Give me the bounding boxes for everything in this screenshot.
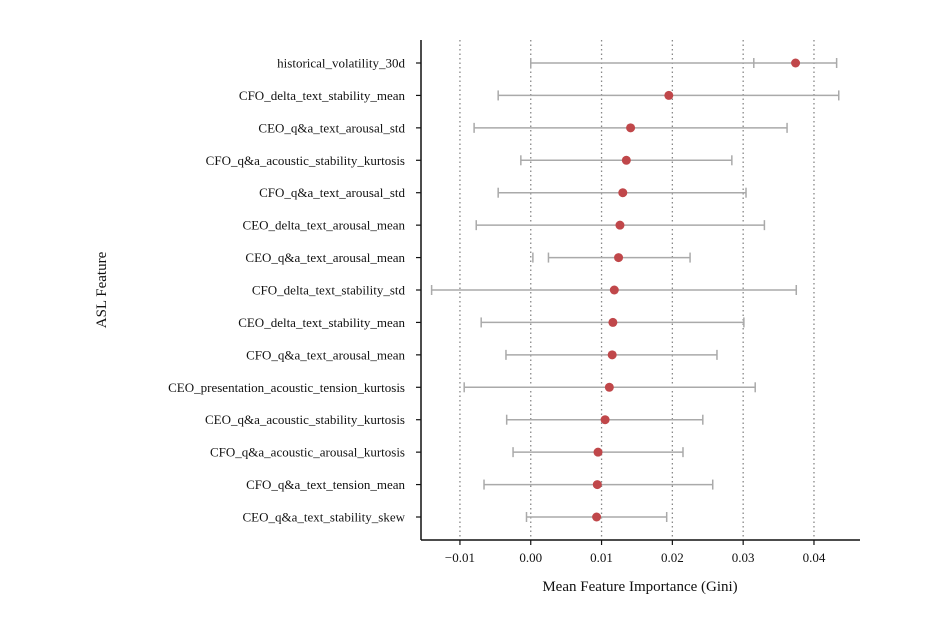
y-tick-label: CFO_q&a_acoustic_arousal_kurtosis <box>210 445 405 460</box>
data-point <box>604 382 614 392</box>
y-tick-label: CEO_q&a_text_arousal_std <box>258 120 405 135</box>
y-ticks: historical_volatility_30d CFO_delta_text_… <box>168 56 421 525</box>
x-tick-label: 0.03 <box>732 550 755 565</box>
data-point <box>609 285 619 295</box>
y-tick-label: CEO_delta_text_arousal_mean <box>243 218 406 233</box>
error-bars <box>430 58 840 522</box>
x-tick-label: 0.04 <box>803 550 826 565</box>
y-tick-label: CFO_q&a_text_arousal_mean <box>246 347 405 362</box>
x-ticks: −0.01 0.00 0.01 0.02 0.03 0.04 <box>445 540 826 565</box>
data-points <box>592 58 801 522</box>
data-point <box>614 253 624 263</box>
y-tick-label: CEO_q&a_acoustic_stability_kurtosis <box>205 412 405 427</box>
data-point <box>618 188 628 198</box>
x-tick-label: 0.02 <box>661 550 684 565</box>
y-tick-label: CFO_delta_text_stability_std <box>252 283 406 298</box>
x-tick-label: 0.00 <box>519 550 542 565</box>
data-point <box>621 155 631 165</box>
data-point <box>593 447 603 457</box>
data-point <box>592 512 602 522</box>
data-point <box>600 415 610 425</box>
y-tick-label: CEO_q&a_text_stability_skew <box>243 510 406 525</box>
data-point <box>607 350 617 360</box>
data-point <box>664 90 674 100</box>
y-tick-label: CEO_delta_text_stability_mean <box>238 315 405 330</box>
y-tick-label: CEO_q&a_text_arousal_mean <box>245 250 405 265</box>
y-tick-label: CFO_q&a_acoustic_stability_kurtosis <box>206 153 405 168</box>
y-tick-label: CFO_q&a_text_arousal_std <box>259 185 405 200</box>
y-tick-label: CEO_presentation_acoustic_tension_kurtos… <box>168 380 405 395</box>
x-tick-label: −0.01 <box>445 550 475 565</box>
data-point <box>615 220 625 230</box>
y-tick-label: historical_volatility_30d <box>277 56 405 71</box>
y-axis-title: ASL Feature <box>94 251 110 328</box>
y-tick-label: CFO_delta_text_stability_mean <box>239 88 406 103</box>
data-point <box>791 58 801 68</box>
x-axis-title: Mean Feature Importance (Gini) <box>542 579 737 595</box>
data-point <box>608 317 618 327</box>
data-point <box>592 480 602 490</box>
data-point <box>626 123 636 133</box>
y-tick-label: CFO_q&a_text_tension_mean <box>246 477 405 492</box>
x-tick-label: 0.01 <box>590 550 613 565</box>
